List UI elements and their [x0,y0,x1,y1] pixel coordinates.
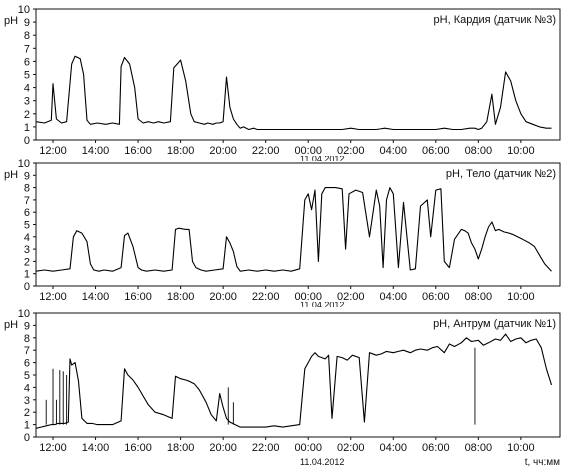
y-tick-label: 1 [24,269,30,281]
x-tick-label: 22:00 [252,442,280,454]
y-tick-label: 1 [24,420,30,432]
y-axis-label: pH [4,169,18,181]
x-tick-label: 06:00 [422,442,450,454]
y-tick-label: 3 [24,244,30,256]
y-tick-label: 2 [24,256,30,268]
x-tick-label: 14:00 [82,291,110,303]
x-tick-label: 12:00 [39,291,67,303]
y-tick-label: 8 [24,30,30,42]
x-tick-label: 08:00 [465,145,493,157]
y-tick-label: 0 [24,135,30,147]
date-label: 11.04.2012 [300,154,344,164]
x-tick-label: 18:00 [167,291,195,303]
x-tick-label: 12:00 [39,442,67,454]
x-tick-label: 04:00 [380,442,408,454]
series-line [35,333,553,429]
y-axis-label: pH [4,15,18,27]
y-tick-label: 7 [24,345,30,357]
x-tick-label: 02:00 [337,442,365,454]
y-tick-label: 9 [24,17,30,29]
x-tick-label: 14:00 [82,145,110,157]
x-tick-label: 16:00 [124,145,152,157]
x-tick-label: 08:00 [465,442,493,454]
y-tick-label: 7 [24,43,30,55]
x-tick-label: 14:00 [82,442,110,454]
y-tick-label: 7 [24,195,30,207]
y-tick-label: 4 [24,232,30,244]
date-label: 11.04.2012 [300,300,344,310]
x-tick-label: 02:00 [337,291,365,303]
panel-title: pH, Антрум (датчик №1) [433,318,556,330]
x-tick-label: 16:00 [124,442,152,454]
x-tick-label: 22:00 [252,145,280,157]
x-tick-label: 02:00 [337,145,365,157]
x-tick-label: 22:00 [252,291,280,303]
series-line [35,55,552,131]
y-tick-label: 3 [24,96,30,108]
y-tick-label: 4 [24,382,30,394]
y-tick-label: 8 [24,333,30,345]
y-tick-label: 6 [24,56,30,68]
x-tick-label: 18:00 [167,442,195,454]
y-tick-label: 9 [24,320,30,332]
x-tick-label: 20:00 [209,442,237,454]
x-tick-label: 16:00 [124,291,152,303]
y-tick-label: 8 [24,183,30,195]
plot-frame [35,162,561,287]
y-tick-label: 2 [24,109,30,121]
x-tick-label: 18:00 [167,145,195,157]
x-tick-label: 00:00 [294,291,322,303]
y-tick-label: 10 [18,308,30,320]
panel-title: pH, Тело (датчик №2) [446,168,556,180]
x-tick-label: 00:00 [294,145,322,157]
y-tick-label: 4 [24,83,30,95]
y-tick-label: 2 [24,407,30,419]
x-tick-label: 04:00 [380,145,408,157]
y-tick-label: 5 [24,70,30,82]
x-tick-label: 00:00 [294,442,322,454]
y-tick-label: 0 [24,432,30,444]
x-tick-label: 10:00 [507,442,535,454]
y-tick-label: 6 [24,207,30,219]
x-tick-label: 20:00 [209,291,237,303]
x-tick-label: 06:00 [422,291,450,303]
plot-frame [35,8,561,141]
date-label: 11.04.2012 [300,457,344,467]
y-tick-label: 0 [24,281,30,293]
x-tick-label: 12:00 [39,145,67,157]
y-tick-label: 5 [24,370,30,382]
y-tick-label: 1 [24,122,30,134]
y-tick-label: 10 [18,4,30,16]
y-tick-label: 6 [24,358,30,370]
x-tick-label: 20:00 [209,145,237,157]
y-tick-label: 10 [18,158,30,170]
x-axis-label: t, чч:мм [525,457,560,468]
y-tick-label: 5 [24,220,30,232]
panel-title: pH, Кардия (датчик №3) [434,14,556,26]
x-tick-label: 10:00 [507,291,535,303]
x-tick-label: 10:00 [507,145,535,157]
series-line [35,187,552,272]
y-tick-label: 9 [24,170,30,182]
y-tick-label: 3 [24,395,30,407]
x-tick-label: 06:00 [422,145,450,157]
x-tick-label: 04:00 [380,291,408,303]
plot-frame [35,312,561,438]
x-tick-label: 08:00 [465,291,493,303]
y-axis-label: pH [4,319,18,331]
